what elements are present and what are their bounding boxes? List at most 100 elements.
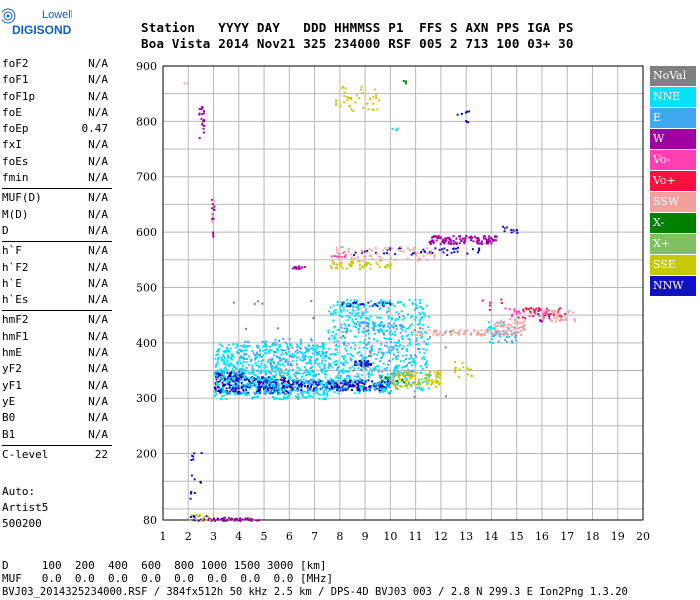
data-point-e (391, 373, 394, 376)
y-tick-label: 80 (143, 514, 157, 527)
data-point-e (414, 354, 417, 357)
data-point-nne (231, 367, 234, 370)
data-point-sse (435, 378, 438, 381)
data-point-e (285, 368, 288, 371)
data-point-e (254, 354, 257, 357)
data-point-nne (421, 381, 424, 384)
data-point-nne (426, 360, 429, 363)
data-point-nnw (356, 389, 359, 391)
data-point-ssw (466, 329, 469, 332)
data-point-nne (300, 375, 303, 378)
data-point-e (250, 358, 253, 361)
data-point-nne (345, 299, 348, 301)
data-point-nne (394, 366, 397, 369)
data-point-nne (263, 391, 265, 394)
data-point-vominus (333, 255, 336, 258)
data-point-nnw (249, 381, 252, 384)
data-point-ssw (564, 316, 567, 319)
data-point-ssw (439, 250, 442, 253)
data-point-nne (225, 368, 228, 371)
muf-table: D 100 200 400 600 800 1000 1500 3000 [km… (2, 559, 333, 585)
data-point-w (444, 238, 447, 240)
data-point-ssw (554, 320, 557, 323)
data-point-nne (410, 331, 413, 334)
data-point-ssw (495, 325, 497, 328)
data-point-nne (217, 369, 219, 372)
data-point-e (285, 360, 287, 363)
data-point-nnw (224, 519, 226, 522)
x-tick-label: 13 (459, 530, 473, 543)
data-point-nne (267, 381, 270, 384)
data-point-nnw (360, 303, 363, 306)
data-point-w (442, 240, 445, 243)
data-point-nne (420, 336, 423, 339)
data-point-nne (248, 363, 251, 366)
data-point-nnw (424, 250, 427, 253)
data-point-e (287, 363, 290, 366)
data-point-nne (307, 392, 310, 395)
data-point-nnw (269, 392, 272, 395)
data-point-xminus (402, 381, 405, 384)
data-point-e (270, 372, 273, 375)
data-point-e (312, 371, 315, 373)
data-point-nnw (190, 459, 193, 462)
data-point-nne (320, 355, 322, 357)
data-point-e (371, 347, 373, 350)
data-point-ssw (513, 327, 516, 330)
data-point-sse (468, 368, 471, 371)
parameter-name: foF1 (2, 73, 29, 87)
data-point-nne (307, 382, 310, 384)
data-point-w (200, 117, 203, 120)
data-point-nnw (466, 252, 469, 255)
data-point-nnw (235, 379, 238, 381)
data-point-nne (218, 378, 221, 381)
data-point-voplus (544, 314, 547, 317)
data-point-e (265, 373, 267, 376)
data-point-nnw (225, 387, 228, 390)
data-point-sse (419, 382, 422, 385)
data-point-nne (232, 378, 235, 381)
data-point-nne (334, 353, 337, 356)
data-point-nne (259, 348, 262, 351)
data-point-nnw (259, 388, 261, 391)
data-point-e (341, 330, 344, 333)
data-point-e (362, 327, 365, 330)
data-point-sse (378, 266, 381, 269)
data-point-nne (276, 348, 279, 351)
data-point-nne (391, 303, 394, 306)
data-point-nne (217, 353, 220, 356)
data-point-nne (285, 353, 288, 356)
data-point-e (294, 350, 297, 353)
data-point-e (299, 347, 302, 350)
data-point-e (395, 324, 398, 327)
data-point-nnw (300, 382, 303, 385)
data-point-nne (228, 356, 230, 359)
data-point-nne (348, 375, 351, 378)
data-point-nnw (374, 303, 376, 306)
data-point-nnw (413, 252, 416, 255)
data-point-nne (270, 349, 273, 352)
data-point-nne (314, 359, 317, 362)
data-point-nne (214, 357, 217, 360)
data-point-nne (426, 342, 429, 345)
data-point-ssw (448, 331, 451, 334)
data-point-nnw (313, 389, 316, 391)
data-point-nne (367, 376, 370, 379)
data-point-nne (244, 345, 247, 348)
data-point-nnw (346, 383, 349, 385)
data-point-voplus (488, 304, 491, 307)
data-point-nnw (228, 381, 231, 384)
parameter-row: hmF2 N/A (2, 312, 112, 328)
data-point-nne (228, 363, 230, 366)
data-point-w (537, 313, 540, 315)
data-point-ssw (344, 250, 347, 253)
data-point-nne (492, 342, 495, 345)
data-point-nne (399, 360, 402, 363)
data-point-e (400, 372, 403, 375)
data-point-nne (416, 386, 419, 389)
data-point-nnw (245, 389, 248, 391)
data-point-nne (385, 310, 388, 313)
data-point-vominus (510, 315, 513, 318)
file-info-footer: BVJ03_2014325234000.RSF / 384fx512h 50 k… (2, 586, 628, 598)
data-point-nnw (235, 377, 238, 380)
